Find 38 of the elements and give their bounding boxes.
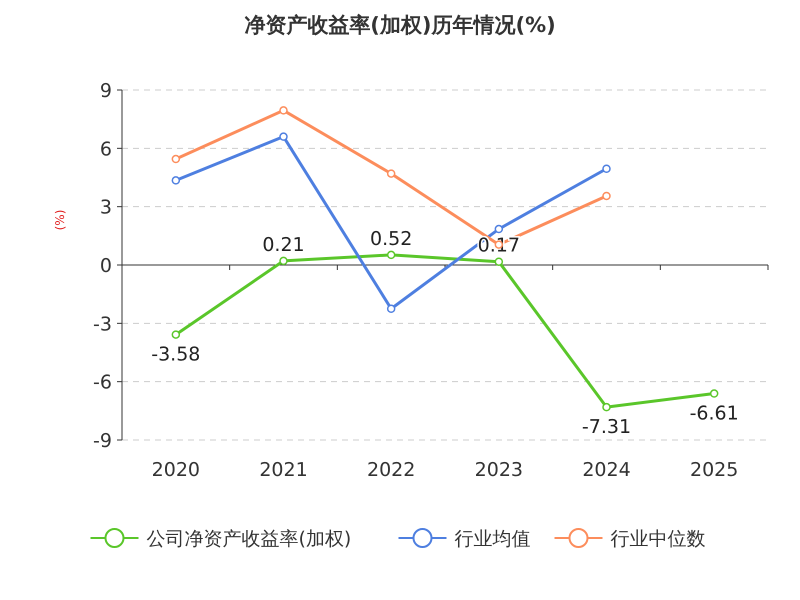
y-tick-label: 6 bbox=[100, 138, 112, 160]
point bbox=[279, 256, 288, 266]
point bbox=[386, 169, 396, 178]
legend-label: 行业均值 bbox=[454, 528, 530, 550]
y-tick-label: -3 bbox=[93, 313, 112, 336]
data-label: -3.58 bbox=[151, 344, 200, 366]
y-tick-label: 9 bbox=[100, 80, 112, 102]
x-tick-label: 2020 bbox=[152, 459, 200, 481]
point bbox=[602, 164, 611, 173]
x-tick-label: 2024 bbox=[582, 459, 631, 481]
x-tick-label: 2025 bbox=[690, 459, 738, 481]
chart-title: 净资产收益率(加权)历年情况(%) bbox=[244, 13, 556, 37]
data-label: -7.31 bbox=[582, 416, 632, 438]
y-tick-label: -9 bbox=[93, 430, 112, 452]
point bbox=[494, 257, 504, 266]
data-label: -6.61 bbox=[690, 402, 739, 425]
y-tick-label: 0 bbox=[100, 255, 112, 277]
point bbox=[172, 176, 180, 185]
x-tick-label: 2022 bbox=[366, 459, 416, 481]
data-label: 0.52 bbox=[370, 228, 412, 250]
x-tick-label: 2023 bbox=[474, 459, 524, 481]
data-label: 0.21 bbox=[262, 234, 305, 256]
legend-label: 行业中位数 bbox=[610, 528, 706, 550]
point bbox=[279, 106, 288, 115]
point bbox=[710, 389, 718, 398]
point bbox=[172, 154, 180, 164]
point bbox=[386, 250, 396, 260]
point bbox=[386, 304, 396, 313]
point bbox=[494, 224, 504, 234]
point bbox=[172, 330, 180, 339]
point bbox=[602, 402, 611, 412]
point bbox=[279, 132, 288, 141]
point bbox=[602, 192, 611, 200]
x-tick-label: 2021 bbox=[259, 459, 308, 481]
y-axis-title: (%) bbox=[53, 210, 67, 230]
y-tick-label: -6 bbox=[93, 372, 112, 394]
y-tick-label: 3 bbox=[100, 196, 112, 219]
legend-label: 公司净资产收益率(加权) bbox=[146, 528, 352, 550]
